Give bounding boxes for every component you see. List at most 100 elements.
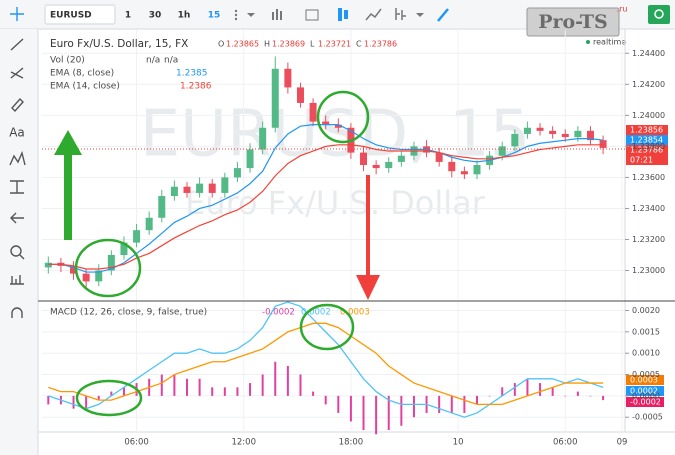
circle-annotation	[299, 303, 355, 351]
candle-body	[448, 161, 456, 172]
histogram-bar	[387, 395, 390, 430]
ema-legend: EMA (14, close)	[50, 82, 120, 92]
histogram-bar	[312, 391, 315, 396]
zoom-tool[interactable]	[19, 254, 25, 260]
histogram-bar	[160, 374, 163, 396]
candle-body	[133, 230, 141, 243]
macd-value: 0.0002	[301, 308, 331, 318]
candle-body	[372, 165, 380, 169]
icon[interactable]	[272, 12, 274, 20]
price-tag	[626, 135, 668, 145]
icon[interactable]	[416, 13, 424, 17]
candle-body	[44, 262, 52, 268]
line-tool[interactable]	[10, 38, 24, 51]
measure-tool[interactable]	[10, 180, 24, 194]
histogram-bar	[602, 395, 605, 401]
y-tick-label: 1.24400	[632, 49, 665, 58]
candle-body	[561, 133, 569, 138]
histogram-bar	[438, 395, 441, 413]
icon[interactable]	[276, 9, 278, 20]
ema-line	[48, 144, 604, 270]
magnet-tool[interactable]	[11, 307, 23, 318]
ohlc-label: O	[218, 40, 224, 49]
pattern-tool[interactable]	[9, 150, 26, 166]
up-arrow	[54, 130, 82, 240]
ruler-tool[interactable]	[10, 275, 24, 285]
left-toolbar	[0, 29, 38, 455]
back-tool[interactable]	[10, 212, 24, 224]
histogram-bar	[564, 395, 567, 397]
macd-legend: MACD (12, 26, close, 9, false, true)	[50, 308, 207, 318]
realtime-dot	[586, 40, 590, 44]
candle-body	[158, 196, 166, 218]
histogram-bar	[400, 395, 403, 426]
interval[interactable]: 1h	[178, 11, 191, 21]
snapshot-button[interactable]	[648, 5, 670, 24]
icon[interactable]	[365, 8, 382, 21]
histogram-bar	[97, 395, 100, 401]
candle-body	[549, 130, 557, 134]
crosshair-tool[interactable]	[10, 7, 24, 21]
candle-body	[322, 121, 330, 125]
zoom-tool[interactable]	[10, 245, 22, 257]
candle-body	[120, 242, 128, 255]
annotations	[74, 90, 370, 417]
histogram-bar	[513, 383, 516, 396]
icon[interactable]	[234, 9, 238, 13]
symbol-box[interactable]	[44, 4, 116, 25]
y-tick-label: 0.0015	[632, 327, 660, 336]
y-tick-label: 0.0020	[632, 306, 660, 315]
candle-body	[397, 155, 405, 162]
ohlc-label: L	[310, 40, 315, 49]
interval-active[interactable]: 15	[208, 11, 221, 21]
text-tool[interactable]: Aa	[9, 126, 25, 140]
icon[interactable]	[437, 8, 449, 22]
x-tick-label: 06:00	[553, 438, 578, 448]
symbol[interactable]: EURUSD	[50, 11, 92, 21]
candle-body	[183, 186, 191, 193]
icon[interactable]	[344, 10, 348, 19]
ohlc-label: H	[264, 40, 270, 49]
volume-value: n/a	[164, 56, 178, 66]
candle-body	[107, 255, 115, 271]
y-tick-label: 1.23200	[632, 235, 665, 244]
histogram-bar	[488, 395, 491, 397]
histogram-bar	[286, 366, 289, 396]
price-tag	[626, 145, 668, 155]
candle-body	[170, 186, 178, 197]
ema-line	[48, 124, 604, 273]
interval[interactable]: 30	[149, 11, 162, 21]
y-tick-label: 1.23600	[632, 173, 665, 182]
histogram-bar	[198, 378, 201, 396]
candle-body	[221, 177, 229, 193]
circle-annotation	[316, 90, 370, 144]
brush-tool[interactable]	[11, 97, 24, 113]
histogram-bar	[324, 395, 327, 405]
icon[interactable]	[234, 17, 238, 21]
icon[interactable]	[247, 13, 255, 17]
candle-body	[523, 127, 531, 134]
icon[interactable]	[338, 8, 342, 21]
interval[interactable]: 1	[125, 11, 131, 21]
icon[interactable]	[280, 11, 282, 20]
watermark-description: Euro Fx/U.S. Dollar	[185, 184, 486, 222]
histogram-bar	[337, 395, 340, 413]
macd-line	[48, 322, 604, 406]
icon[interactable]	[305, 9, 319, 21]
y-tick-label: -0.0005	[632, 413, 663, 422]
histogram-bar	[412, 395, 415, 418]
price-tag	[626, 155, 668, 165]
histogram-bar	[110, 391, 113, 396]
ohlc-legend: O 1.23865 H 1.23869 L 1.23721 C 1.23786	[218, 40, 397, 49]
icon[interactable]	[395, 8, 406, 20]
y-tick-label: 1.23000	[632, 266, 665, 275]
icon[interactable]	[234, 13, 238, 17]
histogram-bar	[223, 387, 226, 396]
y-tick-label: 1.23800	[632, 142, 665, 151]
candle-body	[259, 127, 267, 150]
histogram-bar	[375, 395, 378, 435]
fib-tool[interactable]	[10, 67, 24, 79]
y-tick-label: 1.23400	[632, 204, 665, 213]
macd-tag-label: 0.0002	[630, 387, 658, 396]
